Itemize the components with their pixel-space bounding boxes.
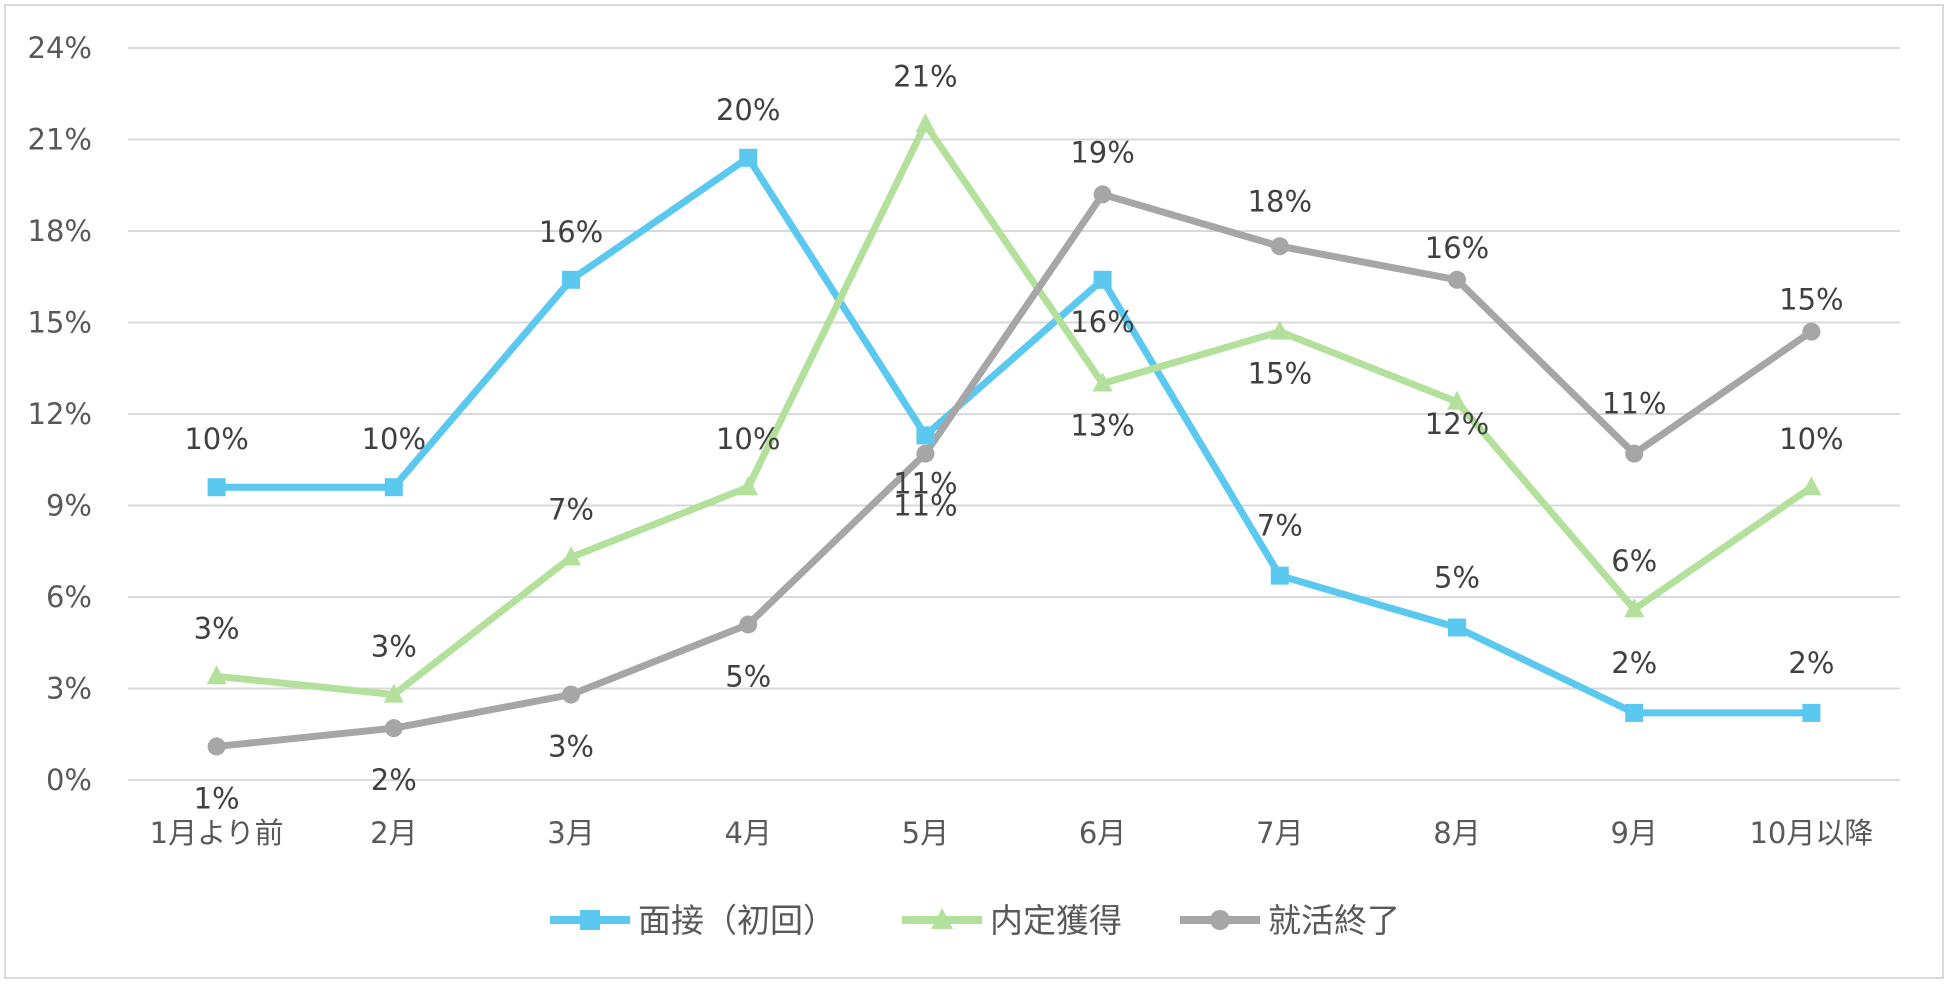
- legend-label: 就活終了: [1268, 901, 1400, 940]
- marker-triangle: [561, 546, 581, 566]
- data-label: 15%: [1779, 283, 1843, 317]
- marker-square: [916, 426, 935, 445]
- data-label: 11%: [893, 466, 957, 500]
- marker-square: [207, 478, 226, 497]
- data-label: 20%: [716, 93, 780, 127]
- data-label: 10%: [184, 422, 248, 456]
- x-tick-label: 5月: [902, 816, 949, 850]
- marker-triangle: [915, 113, 936, 133]
- data-label: 10%: [716, 422, 780, 456]
- series-lines: [216, 120, 1814, 750]
- y-tick-label: 24%: [28, 31, 92, 65]
- data-label: 10%: [1779, 422, 1843, 456]
- marker-square: [1625, 703, 1644, 722]
- x-tick-label: 1月より前: [150, 816, 284, 850]
- x-tick-label: 7月: [1256, 816, 1303, 850]
- data-label: 16%: [1070, 305, 1134, 339]
- data-label: 1%: [194, 781, 240, 815]
- marker-circle: [207, 737, 226, 756]
- marker-circle: [1625, 444, 1644, 463]
- data-label: 7%: [548, 492, 594, 526]
- marker-triangle: [1269, 320, 1290, 340]
- marker-circle: [562, 685, 580, 704]
- marker-triangle: [206, 665, 227, 685]
- data-label: 6%: [1611, 544, 1657, 578]
- marker-square: [384, 478, 403, 497]
- data-label: 3%: [371, 630, 417, 664]
- marker-square: [1093, 270, 1112, 289]
- marker-triangle: [1447, 390, 1467, 410]
- y-tick-label: 0%: [46, 763, 92, 797]
- marker-circle: [1093, 185, 1112, 204]
- series-line: [216, 190, 1814, 750]
- legend-marker-triangle: [931, 908, 953, 929]
- y-tick-label: 9%: [46, 489, 92, 523]
- x-tick-label: 4月: [724, 816, 771, 850]
- y-axis-ticks: 0% 3% 6% 9% 12% 15% 18% 21% 24%: [28, 31, 92, 797]
- x-tick-label: 3月: [547, 816, 594, 850]
- data-label: 15%: [1248, 357, 1312, 391]
- data-label: 7%: [1257, 509, 1303, 543]
- marker-triangle: [738, 476, 759, 496]
- data-label: 12%: [1425, 407, 1489, 441]
- series-markers: [206, 113, 1822, 756]
- marker-circle: [739, 615, 758, 634]
- marker-circle: [1270, 237, 1289, 256]
- data-label: 5%: [725, 659, 771, 693]
- x-tick-label: 6月: [1079, 816, 1126, 850]
- x-tick-label: 2月: [370, 816, 417, 850]
- data-label: 13%: [1070, 409, 1134, 443]
- y-tick-label: 18%: [28, 214, 92, 248]
- y-tick-label: 12%: [28, 397, 92, 431]
- marker-circle: [1802, 322, 1821, 341]
- data-label: 3%: [548, 730, 594, 764]
- x-tick-label: 9月: [1610, 816, 1657, 850]
- x-axis-ticks: 1月より前 2月 3月 4月 5月 6月 7月 8月 9月 10月以降: [150, 816, 1874, 850]
- marker-square: [1448, 618, 1466, 637]
- data-labels: 10% 10% 16% 20% 11% 16% 7% 5% 2% 2% 3% 3% 7% 10% 21% 13…: [184, 59, 1843, 815]
- data-label: 16%: [539, 215, 603, 249]
- legend-marker-circle: [1210, 910, 1230, 930]
- data-label: 16%: [1425, 231, 1489, 265]
- data-label: 5%: [1434, 561, 1480, 595]
- data-label: 3%: [194, 611, 240, 645]
- x-tick-label: 10月以降: [1749, 816, 1873, 850]
- x-tick-label: 8月: [1433, 816, 1480, 850]
- marker-square: [1802, 703, 1821, 722]
- marker-square: [562, 270, 580, 289]
- marker-circle: [1448, 270, 1466, 289]
- marker-circle: [916, 444, 935, 463]
- marker-triangle: [1801, 476, 1822, 496]
- y-tick-label: 21%: [28, 123, 92, 157]
- series-line: [216, 120, 1814, 699]
- data-label: 19%: [1070, 135, 1134, 169]
- chart-frame: [4, 4, 1944, 979]
- data-label: 11%: [1602, 387, 1666, 421]
- legend-label: 面接（初回）: [638, 901, 836, 940]
- data-label: 2%: [1611, 646, 1657, 680]
- data-label: 10%: [362, 422, 426, 456]
- data-label: 2%: [371, 763, 417, 797]
- data-label: 2%: [1788, 646, 1834, 680]
- y-tick-label: 3%: [46, 672, 92, 706]
- data-label: 11%: [893, 489, 957, 523]
- y-tick-label: 15%: [28, 306, 92, 340]
- y-tick-label: 6%: [46, 580, 92, 614]
- marker-circle: [384, 719, 403, 738]
- marker-square: [739, 148, 758, 167]
- legend-marker-square: [580, 910, 600, 930]
- marker-triangle: [1624, 598, 1645, 618]
- series-line: [216, 154, 1812, 717]
- data-label: 21%: [893, 59, 957, 93]
- marker-triangle: [1092, 372, 1113, 392]
- data-label: 18%: [1248, 184, 1312, 218]
- legend: 面接（初回） 内定獲得 就活終了: [550, 901, 1400, 940]
- marker-square: [1270, 566, 1289, 585]
- marker-triangle: [383, 683, 404, 703]
- legend-label: 内定獲得: [990, 901, 1122, 940]
